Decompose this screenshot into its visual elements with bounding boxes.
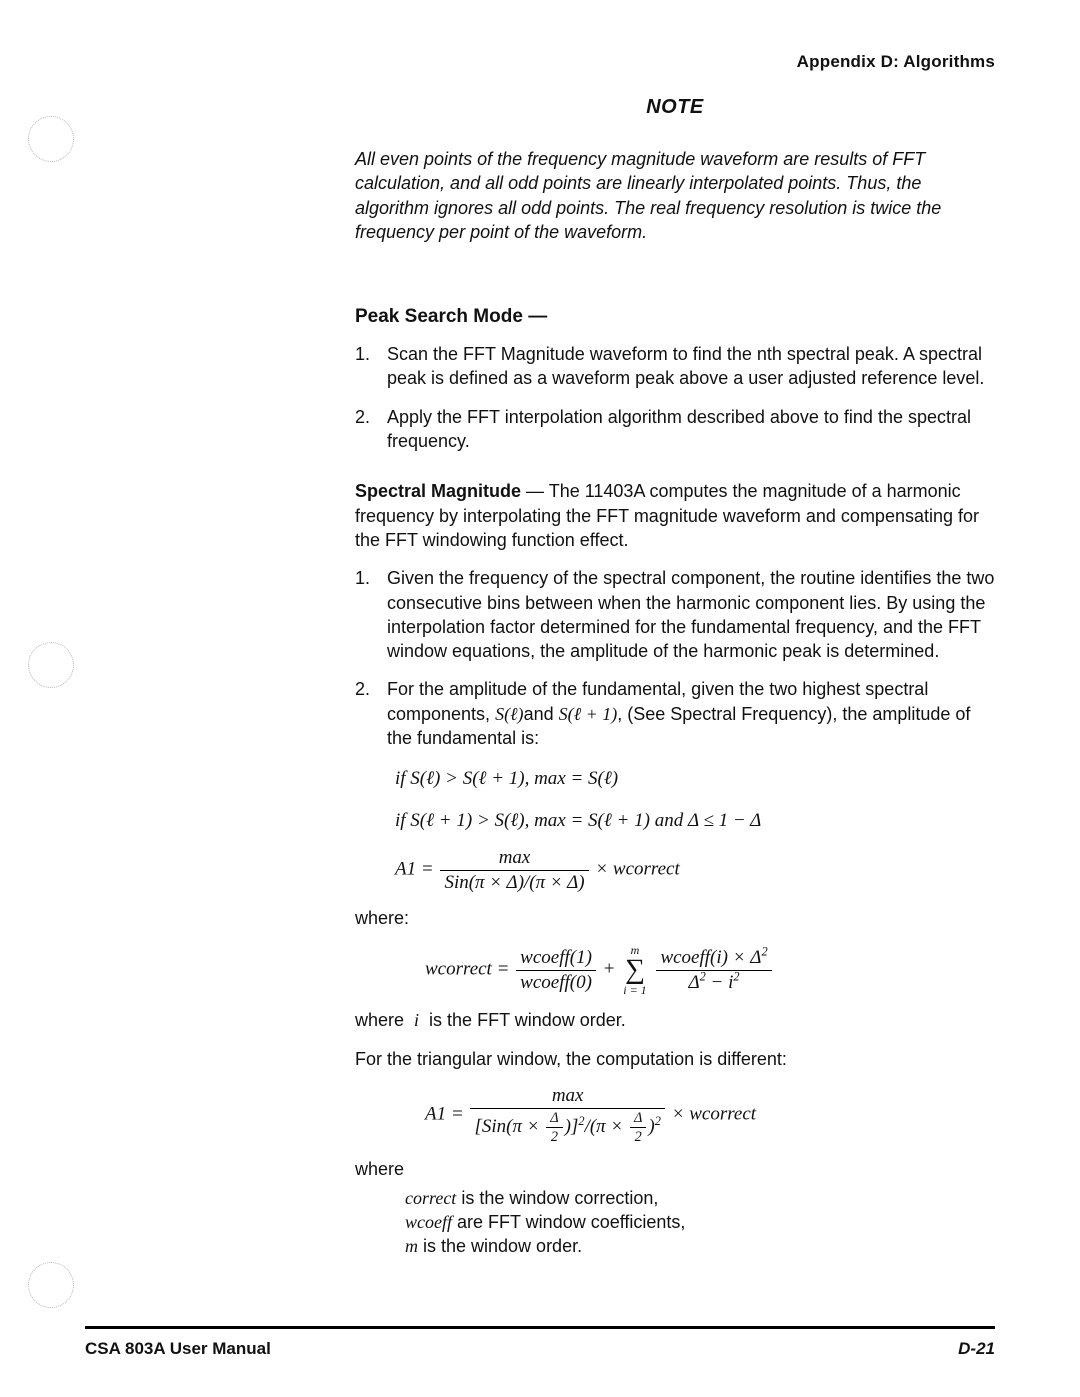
definition-line: m is the window order.	[405, 1234, 995, 1258]
where-label-2: where	[355, 1157, 995, 1181]
equation-if-2: if S(ℓ + 1) > S(ℓ), max = S(ℓ + 1) and Δ…	[395, 806, 995, 835]
spectral-magnitude-lead: Spectral Magnitude — The 11403A computes…	[355, 479, 995, 552]
list-item: 2. Apply the FFT interpolation algorithm…	[355, 405, 995, 454]
equation-if-1: if S(ℓ) > S(ℓ + 1), max = S(ℓ)	[395, 764, 995, 793]
where-label: where:	[355, 906, 995, 930]
note-body: All even points of the frequency magnitu…	[355, 147, 995, 244]
spectral-magnitude-heading: Spectral Magnitude	[355, 481, 521, 501]
list-text: Scan the FFT Magnitude waveform to find …	[387, 342, 995, 391]
page: Appendix D: Algorithms NOTE All even poi…	[0, 0, 1080, 1397]
where-i-text: where i is the FFT window order.	[355, 1008, 995, 1032]
peak-search-list: 1. Scan the FFT Magnitude waveform to fi…	[355, 342, 995, 453]
list-item: 1. Scan the FFT Magnitude waveform to fi…	[355, 342, 995, 391]
summation: m ∑ i = 1	[623, 944, 646, 996]
list-number: 1.	[355, 342, 387, 391]
list-text: Given the frequency of the spectral comp…	[387, 566, 995, 663]
list-text: Apply the FFT interpolation algorithm de…	[387, 405, 995, 454]
list-item: 1. Given the frequency of the spectral c…	[355, 566, 995, 663]
list-number: 2.	[355, 405, 387, 454]
list-number: 1.	[355, 566, 387, 663]
fraction: max Sin(π × Δ)/(π × Δ)	[440, 847, 588, 894]
equation-a1-main: A1 = max Sin(π × Δ)/(π × Δ) × wcorrect	[395, 847, 995, 894]
footer-rule	[85, 1326, 995, 1329]
equation-wcorrect: wcorrect = wcoeff(1) wcoeff(0) + m ∑ i =…	[425, 944, 995, 996]
list-text: For the amplitude of the fundamental, gi…	[387, 677, 995, 750]
peak-search-heading: Peak Search Mode —	[355, 306, 995, 328]
spectral-magnitude-list: 1. Given the frequency of the spectral c…	[355, 566, 995, 750]
hole-punch-mark	[28, 1262, 74, 1308]
fraction: max [Sin(π × Δ2)]2/(π × Δ2)2	[470, 1085, 664, 1146]
definition-line: wcoeff are FFT window coefficients,	[405, 1210, 995, 1234]
definition-line: correct is the window correction,	[405, 1186, 995, 1210]
fraction: wcoeff(1) wcoeff(0)	[516, 947, 596, 994]
fraction: wcoeff(i) × Δ2 Δ2 − i2	[656, 947, 771, 994]
equation-a1-triangular: A1 = max [Sin(π × Δ2)]2/(π × Δ2)2 × wcor…	[425, 1085, 995, 1146]
hole-punch-mark	[28, 116, 74, 162]
running-header: Appendix D: Algorithms	[797, 52, 995, 72]
page-content: NOTE All even points of the frequency ma…	[355, 96, 995, 1259]
triangular-intro: For the triangular window, the computati…	[355, 1047, 995, 1071]
footer-page-number: D-21	[958, 1339, 995, 1359]
list-number: 2.	[355, 677, 387, 750]
definitions: correct is the window correction, wcoeff…	[405, 1186, 995, 1259]
hole-punch-mark	[28, 642, 74, 688]
list-item: 2. For the amplitude of the fundamental,…	[355, 677, 995, 750]
footer-manual-title: CSA 803A User Manual	[85, 1339, 271, 1359]
note-heading: NOTE	[355, 96, 995, 119]
